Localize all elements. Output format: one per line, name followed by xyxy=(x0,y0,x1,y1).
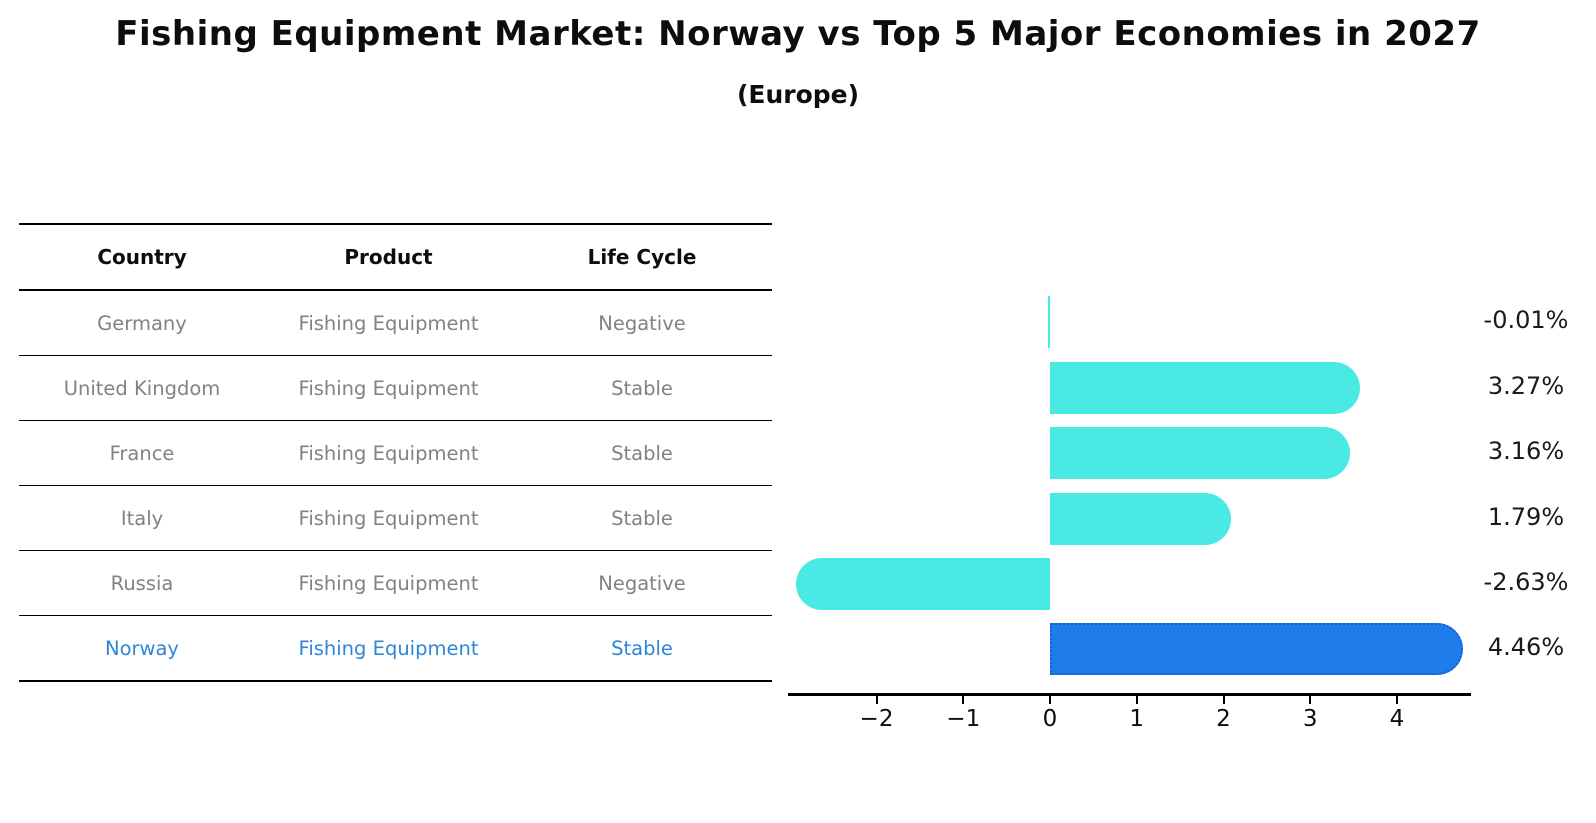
chart-subtitle: (Europe) xyxy=(736,80,860,109)
bar-italy xyxy=(1050,492,1232,545)
row-product: Fishing Equipment xyxy=(298,636,479,660)
bar-germany xyxy=(1048,296,1050,349)
bar-value-label: 3.16% xyxy=(1487,437,1565,466)
row-product: Fishing Equipment xyxy=(298,311,479,335)
row-life-cycle: Stable xyxy=(611,506,673,530)
bar-value-label: 4.46% xyxy=(1487,633,1565,662)
row-country: Norway xyxy=(105,636,179,660)
x-axis-tick-label: 1 xyxy=(1129,706,1145,732)
x-axis-tick xyxy=(962,695,965,704)
x-axis-tick xyxy=(1135,695,1138,704)
table-row: United Kingdom Fishing Equipment Stable xyxy=(19,356,772,421)
x-axis-tick-label: 4 xyxy=(1389,706,1405,732)
row-product: Fishing Equipment xyxy=(298,506,479,530)
table-row: Germany Fishing Equipment Negative xyxy=(19,291,772,356)
row-product: Fishing Equipment xyxy=(298,441,479,465)
x-axis-tick-label: 0 xyxy=(1042,706,1058,732)
table-row: Russia Fishing Equipment Negative xyxy=(19,551,772,616)
x-axis-tick-label: −2 xyxy=(859,706,894,732)
row-product: Fishing Equipment xyxy=(298,376,479,400)
row-product: Fishing Equipment xyxy=(298,571,479,595)
row-life-cycle: Stable xyxy=(611,636,673,660)
row-country: Italy xyxy=(120,506,164,530)
column-header-product: Product xyxy=(344,245,433,269)
bar-value-label: -0.01% xyxy=(1483,306,1569,335)
x-axis-tick xyxy=(1222,695,1225,704)
x-axis-tick xyxy=(1309,695,1312,704)
column-header-life-cycle: Life Cycle xyxy=(587,245,697,269)
x-axis-tick-label: 3 xyxy=(1302,706,1318,732)
table-row: France Fishing Equipment Stable xyxy=(19,421,772,486)
bar-norway xyxy=(1050,623,1463,676)
x-axis-tick-label: 2 xyxy=(1216,706,1231,732)
row-life-cycle: Stable xyxy=(611,376,673,400)
row-country: Russia xyxy=(110,571,174,595)
x-axis-tick xyxy=(875,695,878,704)
bar-value-label: -2.63% xyxy=(1483,567,1569,596)
row-country: France xyxy=(109,441,175,465)
bar-france xyxy=(1050,427,1351,480)
table-row: Italy Fishing Equipment Stable xyxy=(19,486,772,551)
data-table: Country Product Life Cycle Germany Fishin… xyxy=(19,223,772,682)
bar-united-kingdom xyxy=(1050,361,1360,414)
table-row: Norway Fishing Equipment Stable xyxy=(19,616,772,682)
bar-russia xyxy=(795,557,1050,610)
x-axis-tick xyxy=(1396,695,1398,704)
row-country: Germany xyxy=(97,311,187,335)
row-life-cycle: Negative xyxy=(598,571,686,595)
row-life-cycle: Stable xyxy=(611,441,673,465)
x-axis-tick xyxy=(1049,695,1051,704)
chart-title: Fishing Equipment Market: Norway vs Top … xyxy=(115,14,1481,54)
column-header-country: Country xyxy=(97,245,187,269)
table-body: Germany Fishing Equipment Negative United K… xyxy=(19,291,772,682)
x-axis-line xyxy=(788,693,1471,696)
table-header-row: Country Product Life Cycle xyxy=(19,225,772,291)
bar-value-label: 3.27% xyxy=(1487,371,1565,400)
x-axis-tick-label: −1 xyxy=(946,706,981,732)
row-country: United Kingdom xyxy=(63,376,221,400)
bar-value-label: 1.79% xyxy=(1487,502,1565,531)
row-life-cycle: Negative xyxy=(598,311,686,335)
